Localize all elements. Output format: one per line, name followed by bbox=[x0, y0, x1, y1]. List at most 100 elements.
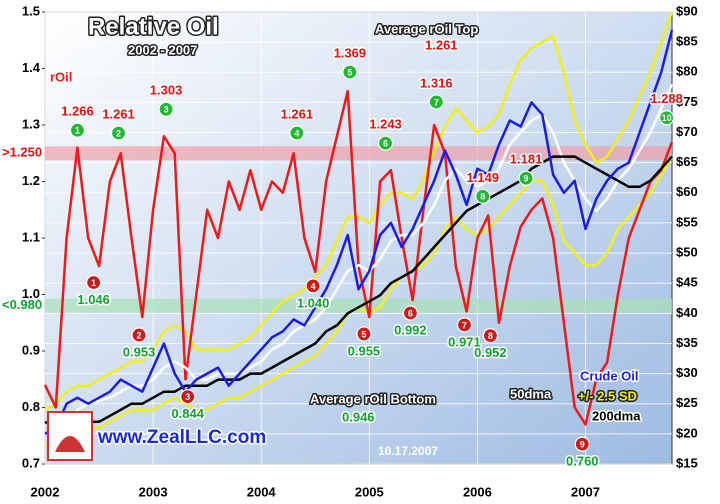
tops-label: 1.288 bbox=[650, 91, 683, 106]
threshold-label: >1.250 bbox=[2, 145, 42, 160]
y2-tick-label: $20 bbox=[676, 425, 698, 440]
tops-marker-num: 2 bbox=[116, 128, 121, 138]
average-name: Average rOil Top bbox=[375, 21, 478, 36]
y-tick-label: 1.2 bbox=[22, 173, 40, 188]
average-value: 0.946 bbox=[342, 409, 375, 424]
y2-tick-label: $50 bbox=[676, 245, 698, 260]
bottoms-marker bbox=[305, 278, 321, 294]
x-tick-label: 2006 bbox=[463, 484, 492, 499]
bottoms-label: 1.046 bbox=[77, 292, 110, 307]
bottoms-label: 0.760 bbox=[566, 454, 599, 469]
tops-label: 1.181 bbox=[510, 152, 543, 167]
bottoms-marker bbox=[356, 326, 372, 342]
bottoms-label: 1.040 bbox=[297, 295, 330, 310]
tops-marker bbox=[428, 94, 444, 110]
tops-marker-num: 4 bbox=[294, 128, 299, 138]
series-label: 200dma bbox=[592, 408, 641, 423]
bottoms-marker bbox=[574, 436, 590, 452]
tops-marker-num: 6 bbox=[383, 139, 388, 149]
band-label: +/- 2.5 SD bbox=[578, 388, 637, 403]
series-line bbox=[44, 29, 674, 435]
source: www.ZealLLC.com bbox=[97, 427, 266, 448]
bottoms-marker bbox=[456, 317, 473, 333]
bottoms-label: 0.955 bbox=[348, 343, 381, 358]
tops-marker bbox=[342, 64, 358, 80]
tops-marker bbox=[658, 110, 675, 126]
average-name: Average rOil Bottom bbox=[310, 391, 436, 406]
x-tick-label: 2007 bbox=[571, 484, 600, 499]
tops-label: 1.261 bbox=[102, 106, 135, 121]
y-tick-label: 0.9 bbox=[22, 342, 40, 357]
y2-tick-label: $65 bbox=[676, 154, 698, 169]
bottoms-label: 0.953 bbox=[123, 344, 156, 359]
bottoms-marker-num: 3 bbox=[185, 392, 190, 402]
bottoms-marker-num: 7 bbox=[462, 320, 467, 330]
y2-tick-label: $85 bbox=[676, 34, 698, 49]
series-line bbox=[44, 83, 674, 436]
tops-marker bbox=[518, 170, 534, 186]
series-label: rOil bbox=[50, 69, 72, 84]
bottoms-marker-num: 1 bbox=[91, 278, 96, 288]
tops-label: 1.303 bbox=[150, 83, 183, 98]
y-tick-label: 1.4 bbox=[22, 60, 41, 75]
bottoms-label: 0.971 bbox=[448, 334, 481, 349]
bottoms-marker bbox=[402, 305, 418, 321]
bottoms-marker bbox=[180, 389, 196, 405]
date: 10.17.2007 bbox=[378, 444, 438, 458]
tops-label: 1.149 bbox=[467, 170, 500, 185]
y2-tick-label: $90 bbox=[676, 3, 698, 18]
bottoms-marker bbox=[86, 274, 102, 291]
tops-marker bbox=[377, 135, 394, 151]
bottoms-label: 0.992 bbox=[394, 322, 427, 337]
x-tick-label: 2002 bbox=[31, 484, 60, 499]
threshold-band bbox=[45, 146, 672, 161]
y-tick-label: 0.7 bbox=[22, 455, 40, 470]
x-tick-label: 2005 bbox=[355, 484, 384, 499]
y-tick-label: 1.0 bbox=[22, 286, 40, 301]
bottoms-marker-num: 4 bbox=[311, 281, 316, 291]
tops-marker-num: 8 bbox=[480, 192, 485, 202]
y2-tick-label: $55 bbox=[676, 214, 698, 229]
tops-marker bbox=[289, 125, 305, 141]
y2-tick-label: $25 bbox=[676, 395, 698, 410]
tops-marker-num: 7 bbox=[434, 97, 439, 107]
y2-tick-label: $15 bbox=[676, 455, 698, 470]
threshold-band bbox=[45, 298, 672, 313]
x-tick-label: 2004 bbox=[247, 484, 277, 499]
bottoms-marker-num: 6 bbox=[408, 308, 413, 318]
y2-tick-label: $45 bbox=[676, 275, 698, 290]
tops-marker-num: 5 bbox=[347, 67, 352, 77]
y2-tick-label: $30 bbox=[676, 365, 698, 380]
y-tick-label: 1.3 bbox=[22, 116, 40, 131]
series-label: Crude Oil bbox=[580, 368, 639, 383]
y-tick-label: 1.5 bbox=[22, 3, 40, 18]
series-line bbox=[44, 155, 673, 430]
threshold-label: <0.980 bbox=[2, 297, 42, 312]
tops-marker-num: 10 bbox=[662, 113, 672, 123]
tops-marker-num: 3 bbox=[164, 105, 169, 115]
bottoms-label: 0.952 bbox=[474, 345, 507, 360]
y2-tick-label: $70 bbox=[676, 124, 698, 139]
bottoms-marker-num: 9 bbox=[580, 439, 585, 449]
bottoms-marker bbox=[482, 328, 498, 344]
y-tick-label: 0.8 bbox=[22, 399, 40, 414]
y-tick-label: 1.1 bbox=[22, 229, 40, 244]
y2-tick-label: $40 bbox=[676, 305, 698, 320]
x-tick-label: 2003 bbox=[139, 484, 168, 499]
tops-marker-num: 1 bbox=[75, 126, 80, 136]
tops-marker bbox=[69, 122, 86, 138]
tops-label: 1.266 bbox=[61, 104, 94, 119]
sd-band bbox=[44, 11, 674, 411]
y2-tick-label: $80 bbox=[676, 64, 698, 79]
tops-label: 1.369 bbox=[334, 45, 367, 60]
chart-subtitle: 2002 - 2007 bbox=[128, 42, 197, 57]
tops-label: 1.243 bbox=[369, 117, 402, 132]
tops-marker bbox=[110, 125, 127, 141]
bottoms-marker bbox=[131, 327, 147, 343]
bottoms-marker-num: 8 bbox=[488, 331, 493, 341]
bottoms-marker-num: 5 bbox=[361, 329, 366, 339]
y2-tick-label: $60 bbox=[676, 184, 698, 199]
bottoms-label: 0.844 bbox=[171, 406, 204, 421]
average-value: 1.261 bbox=[425, 37, 458, 52]
